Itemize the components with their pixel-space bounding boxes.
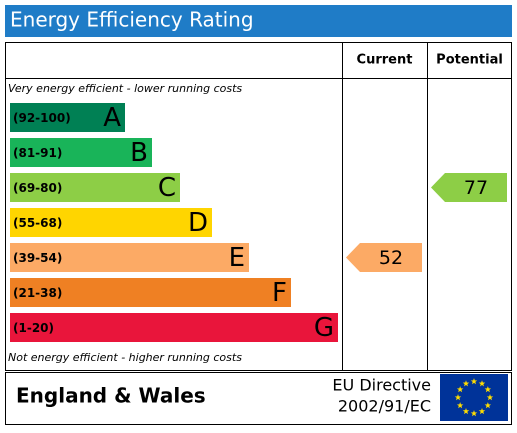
star [454,394,462,401]
band-range: (55-68) [13,216,62,230]
band-range: (92-100) [13,111,71,125]
bottom-note: Not energy efficient - higher running co… [8,351,242,364]
band-letter: D [188,208,208,238]
band-letter: B [130,138,148,168]
chart-title: Energy Efficiency Rating [10,8,254,32]
star [484,386,492,393]
star [470,410,478,417]
star [456,386,464,393]
region: England & Wales [16,384,206,408]
band-range: (69-80) [13,181,62,195]
band-range: (39-54) [13,251,62,265]
band-letter: F [272,278,287,308]
band-letter: G [314,313,334,343]
star [462,407,470,415]
band-letter: A [103,103,121,133]
rating-arrow [346,243,422,272]
band-bar [10,208,212,237]
star [470,378,478,385]
star [478,380,486,387]
star [486,394,494,401]
band-range: (1-20) [13,321,54,335]
band-bar [10,173,180,202]
top-note: Very energy efficient - lower running co… [8,82,242,95]
band-letter: C [158,173,176,203]
band-bar [10,103,125,132]
frame [5,42,512,371]
band-bar [10,138,152,167]
band-letter: E [229,243,245,273]
rating-value: 52 [379,247,403,269]
rating-value: 77 [464,177,488,199]
star [484,402,492,409]
directive: EU Directive [332,376,431,395]
star [456,402,464,409]
directive-code: 2002/91/EC [338,397,431,416]
band-bar [10,243,249,272]
band-range: (81-91) [13,146,62,160]
footer-frame [5,372,512,425]
rating-arrow [431,173,507,202]
column-header: Current [357,53,413,68]
title-bar [5,5,512,37]
eu-stars [454,378,494,417]
band-bar [10,313,338,342]
column-header: Potential [436,53,503,68]
band-bar [10,278,291,307]
star [462,380,470,387]
band-range: (21-38) [13,286,62,300]
star [478,407,486,415]
